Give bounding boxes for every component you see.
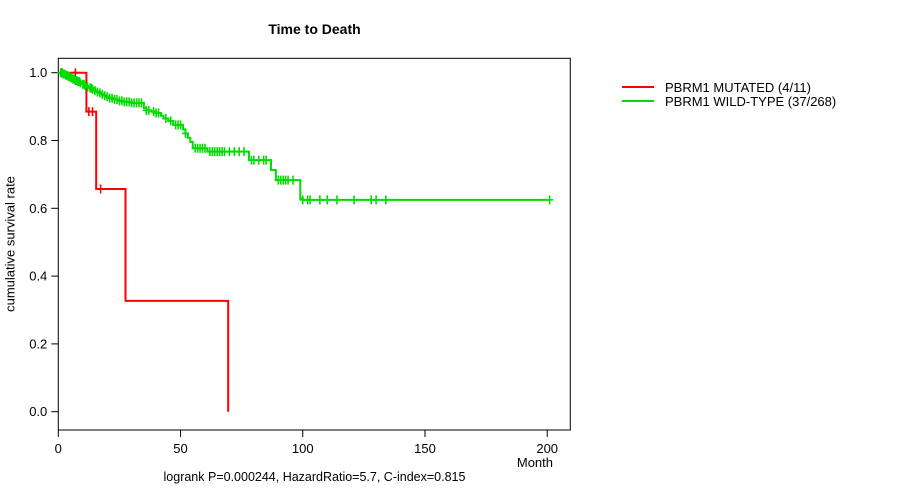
censor-mark — [289, 175, 297, 185]
censor-mark — [145, 105, 153, 115]
y-tick-label: 0.2 — [29, 336, 47, 351]
x-tick-label: 150 — [414, 441, 436, 456]
censor-mark — [382, 195, 390, 205]
censor-mark — [240, 147, 248, 157]
censor-mark — [155, 108, 163, 118]
censor-mark — [162, 113, 170, 123]
y-tick-label: 0.8 — [29, 133, 47, 148]
chart-title: Time to Death — [268, 21, 361, 37]
plot-box — [57, 57, 571, 431]
x-axis-title: Month — [516, 455, 553, 470]
censor-mark — [137, 98, 145, 108]
censor-mark — [177, 120, 185, 130]
x-tick-label: 200 — [536, 441, 558, 456]
x-tick-label: 50 — [173, 441, 187, 456]
legend-label: PBRM1 WILD-TYPE (37/268) — [665, 93, 837, 109]
censor-mark — [306, 195, 314, 205]
censor-mark — [546, 195, 554, 205]
legend-line-swatch — [622, 86, 654, 88]
legend-item-1: PBRM1 WILD-TYPE (37/268) — [622, 93, 837, 109]
y-tick-label: 0.4 — [29, 269, 47, 284]
stats-annotation: logrank P=0.000244, HazardRatio=5.7, C-i… — [163, 470, 466, 484]
censor-mark — [372, 195, 380, 205]
y-tick-label: 1.0 — [29, 65, 47, 80]
censor-mark — [71, 68, 79, 78]
legend: PBRM1 MUTATED (4/11) PBRM1 WILD-TYPE (37/… — [622, 79, 837, 109]
survival-curve-1 — [58, 71, 550, 201]
x-tick-label: 0 — [55, 441, 62, 456]
y-axis-title: cumulative survival rate — [2, 176, 18, 312]
censor-mark — [350, 195, 358, 205]
censor-mark — [333, 195, 341, 205]
y-tick-label: 0.6 — [29, 201, 47, 216]
survival-curve-0 — [58, 71, 230, 412]
censor-mark — [75, 77, 83, 87]
censor-mark — [167, 116, 175, 126]
censor-mark — [201, 143, 209, 153]
censor-mark — [316, 195, 324, 205]
censor-mark — [323, 195, 331, 205]
censor-mark — [181, 128, 189, 138]
x-tick-label: 100 — [292, 441, 314, 456]
y-tick-label: 0.0 — [29, 404, 47, 419]
censor-mark — [87, 83, 95, 93]
legend-item-0: PBRM1 MUTATED (4/11) — [622, 79, 836, 95]
legend-line-swatch — [622, 100, 654, 102]
censor-mark — [97, 184, 105, 194]
censor-mark — [262, 155, 270, 165]
censor-mark — [80, 79, 88, 89]
censor-mark — [89, 107, 97, 117]
legend-label: PBRM1 MUTATED (4/11) — [665, 79, 811, 95]
